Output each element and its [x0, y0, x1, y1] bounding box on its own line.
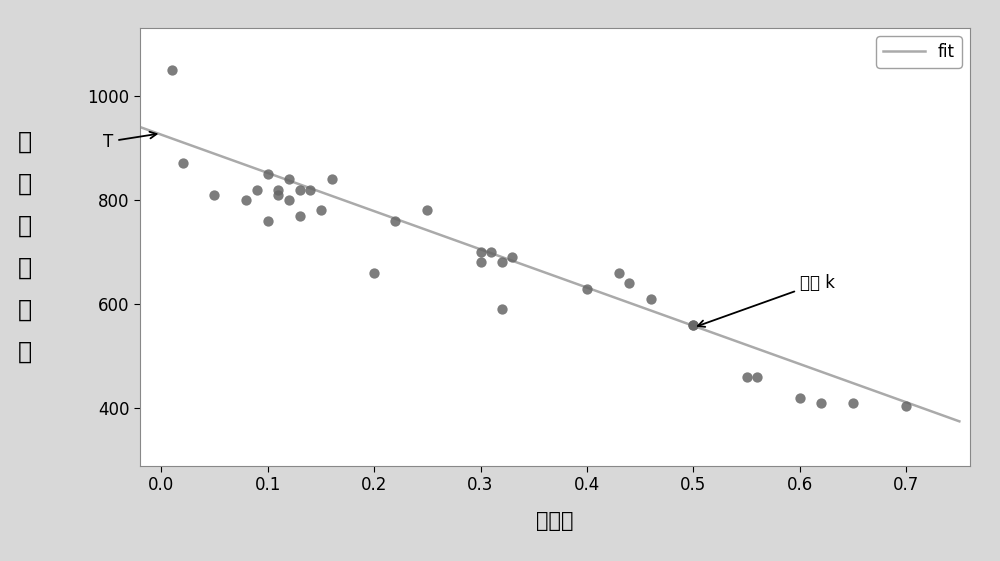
X-axis label: 降雨量: 降雨量 — [536, 511, 574, 531]
Point — [270, 185, 286, 194]
Point — [292, 211, 308, 220]
Point — [579, 284, 595, 293]
Point — [504, 253, 520, 262]
Point — [845, 399, 861, 408]
Point — [643, 295, 659, 304]
Point — [175, 159, 191, 168]
Point — [494, 305, 510, 314]
Point — [324, 174, 340, 183]
Point — [366, 268, 382, 277]
Point — [419, 206, 435, 215]
Point — [473, 258, 489, 267]
Point — [206, 190, 222, 199]
Point — [621, 279, 637, 288]
Point — [249, 185, 265, 194]
Point — [387, 217, 403, 226]
Point — [749, 373, 765, 381]
Point — [260, 169, 276, 178]
Text: 斜率 k: 斜率 k — [698, 274, 835, 327]
Point — [238, 195, 254, 204]
Point — [164, 65, 180, 74]
Text: 用: 用 — [18, 298, 32, 322]
Point — [685, 320, 701, 329]
Point — [494, 258, 510, 267]
Legend: fit: fit — [876, 36, 962, 68]
Point — [281, 195, 297, 204]
Text: 使: 使 — [18, 256, 32, 280]
Point — [685, 320, 701, 329]
Point — [473, 247, 489, 256]
Point — [302, 185, 318, 194]
Text: 车: 车 — [18, 214, 32, 238]
Point — [792, 393, 808, 402]
Point — [313, 206, 329, 215]
Point — [292, 185, 308, 194]
Point — [483, 247, 499, 256]
Point — [270, 190, 286, 199]
Text: 自: 自 — [18, 130, 32, 154]
Point — [281, 174, 297, 183]
Point — [260, 217, 276, 226]
Text: 行: 行 — [18, 172, 32, 196]
Text: T: T — [103, 132, 157, 150]
Point — [611, 268, 627, 277]
Point — [813, 399, 829, 408]
Point — [898, 401, 914, 410]
Point — [739, 373, 755, 381]
Text: 量: 量 — [18, 340, 32, 364]
